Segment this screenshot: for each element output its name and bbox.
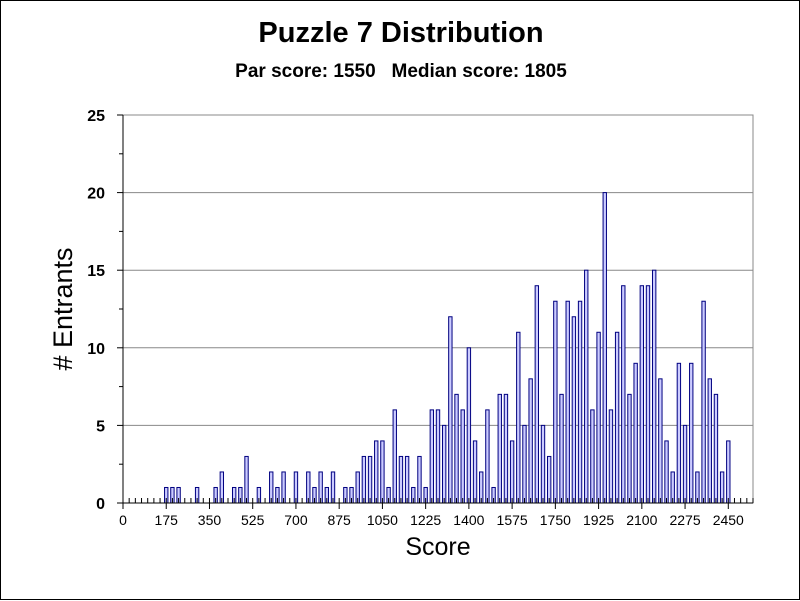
x-tick-label: 1400	[453, 512, 484, 528]
bar	[682, 424, 688, 504]
x-tick-label: 2100	[626, 512, 657, 528]
x-tick-labels: 0 175 350 525 700 875 1050 1225 1400 1575 1750 1925…	[119, 512, 744, 528]
bar	[497, 393, 502, 504]
y-tick-label: 15	[87, 263, 105, 280]
bar	[485, 409, 490, 504]
x-tick-label: 2450	[713, 512, 744, 528]
bar	[380, 440, 385, 504]
bar	[441, 424, 447, 504]
bar	[553, 300, 558, 504]
x-tick-label: 0	[119, 512, 127, 528]
axes	[117, 114, 754, 509]
bar	[546, 455, 552, 504]
y-tick-label: 10	[87, 341, 105, 358]
bar	[713, 393, 719, 504]
bar	[664, 440, 669, 504]
x-tick-label: 2275	[669, 512, 700, 528]
bar	[701, 300, 706, 504]
x-tick-label: 1750	[540, 512, 571, 528]
bar	[454, 393, 459, 504]
bar	[374, 440, 379, 504]
bar	[621, 285, 626, 504]
x-tick-label: 1575	[497, 512, 528, 528]
bar	[466, 347, 472, 504]
x-tick-label: 1050	[367, 512, 398, 528]
bar	[596, 331, 601, 504]
x-axis-title: Score	[405, 533, 470, 561]
y-tick-labels: 0 5 10 15 20 25	[87, 108, 105, 513]
bar	[608, 409, 614, 504]
x-tick-label: 875	[327, 512, 351, 528]
x-tick-label: 1925	[583, 512, 614, 528]
x-tick-label: 1225	[410, 512, 441, 528]
bar	[448, 316, 453, 504]
bar	[633, 362, 638, 504]
bar	[404, 455, 410, 504]
bar	[602, 192, 607, 504]
y-tick-label: 0	[96, 496, 105, 513]
bar	[559, 393, 564, 504]
bar	[361, 455, 367, 504]
bar	[503, 393, 509, 504]
bar	[392, 409, 397, 504]
bar	[651, 269, 657, 504]
chart-title: Puzzle 7 Distribution	[258, 17, 543, 49]
bar	[429, 409, 435, 504]
bar	[534, 285, 540, 504]
bar	[244, 455, 249, 504]
x-tick-label: 350	[198, 512, 222, 528]
bar	[522, 424, 527, 504]
bar	[565, 300, 570, 504]
bar	[571, 316, 577, 504]
bar	[509, 440, 515, 504]
bar	[614, 331, 620, 504]
bar	[658, 378, 663, 504]
bar	[627, 393, 632, 504]
bar	[516, 331, 521, 504]
bar	[367, 455, 373, 504]
y-tick-label: 5	[96, 418, 105, 435]
bar	[435, 409, 441, 504]
bar	[645, 285, 651, 504]
x-tick-label: 525	[241, 512, 265, 528]
bar	[577, 300, 583, 504]
bar	[689, 362, 694, 504]
bar	[472, 440, 478, 504]
bar	[398, 455, 404, 504]
bar	[639, 285, 645, 504]
y-tick-label: 25	[87, 108, 105, 125]
y-tick-label: 20	[87, 186, 105, 203]
x-tick-label: 175	[155, 512, 179, 528]
chart-subtitle: Par score: 1550 Median score: 1805	[235, 61, 567, 82]
bar	[460, 409, 465, 504]
bar	[707, 378, 712, 504]
bar	[584, 269, 589, 504]
bar	[590, 409, 595, 504]
bar	[676, 362, 682, 504]
x-tick-label: 700	[284, 512, 308, 528]
y-axis-title: # Entrants	[48, 247, 78, 370]
bar	[417, 455, 422, 504]
bar	[528, 378, 533, 504]
bar	[726, 440, 731, 504]
bar	[540, 424, 546, 504]
